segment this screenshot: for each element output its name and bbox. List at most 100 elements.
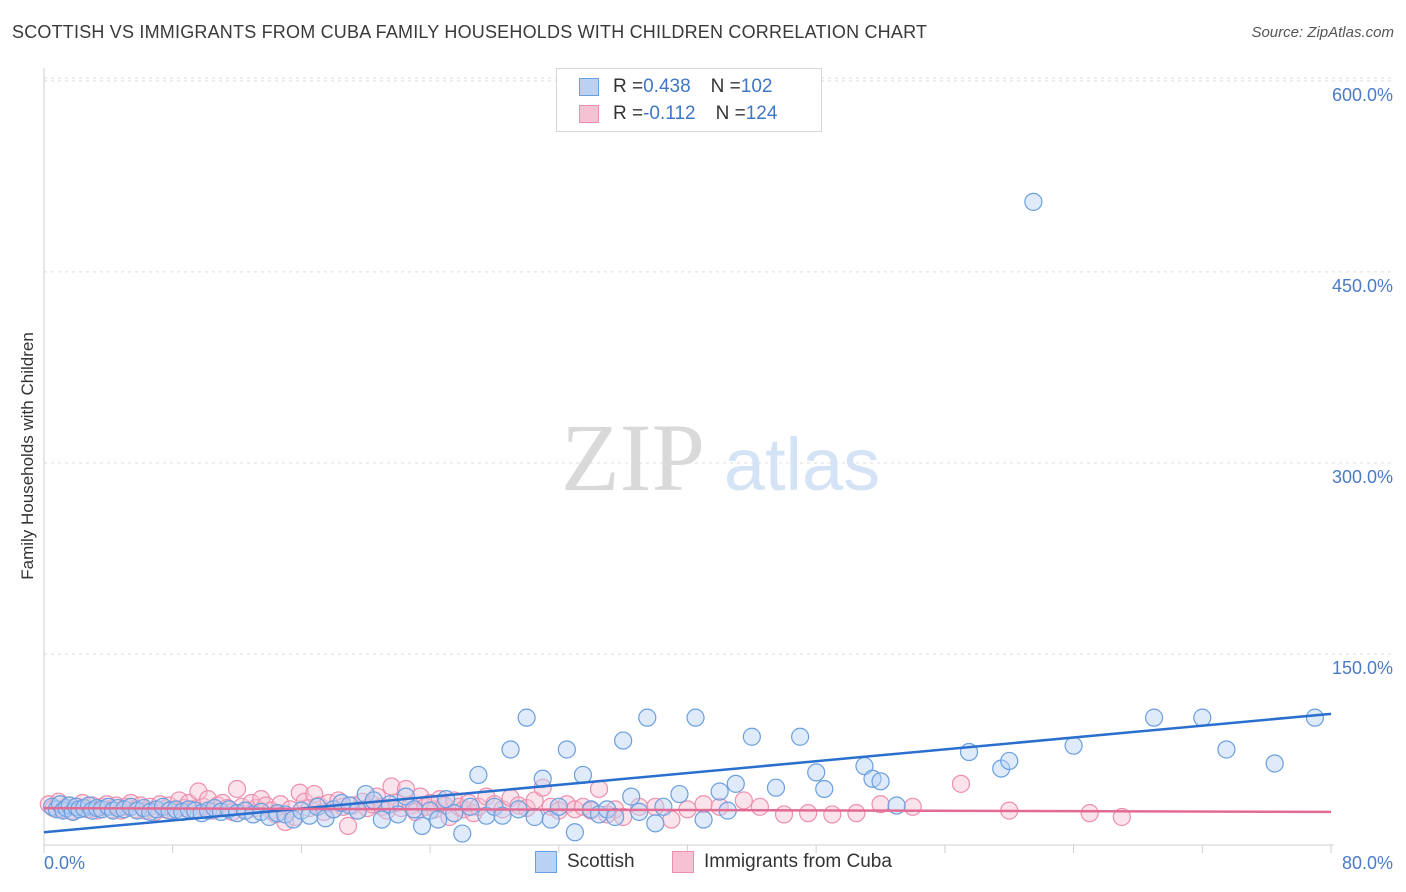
data-point-scottish (1305, 708, 1325, 727)
data-point-scottish (1265, 754, 1284, 773)
gridlines (44, 77, 1394, 655)
data-point-cuba (382, 777, 401, 796)
legend-swatch-scottish (579, 78, 599, 96)
axes (43, 68, 1334, 846)
data-point-scottish (1217, 740, 1236, 759)
data-point-cuba (734, 791, 753, 810)
x-ticks (43, 845, 1332, 853)
x-tick-labels: 0.0% 80.0% (44, 853, 1393, 873)
series-legend-swatch-scottish (535, 851, 557, 873)
data-point-scottish (871, 772, 890, 791)
data-point-cuba (903, 797, 922, 816)
legend-n-value-cuba: 124 (745, 103, 778, 124)
data-point-cuba (774, 805, 794, 824)
data-point-cuba (589, 779, 609, 799)
data-point-scottish (1144, 708, 1164, 727)
data-point-scottish (614, 731, 633, 750)
chart-source: Source: ZipAtlas.com (1251, 24, 1394, 41)
series-legend-label-scottish: Scottish (567, 851, 635, 872)
data-point-scottish (565, 823, 584, 842)
data-point-cuba (396, 779, 416, 799)
data-point-cuba (290, 783, 309, 802)
data-point-scottish (638, 708, 657, 727)
data-point-scottish (445, 804, 464, 823)
data-point-scottish (461, 797, 480, 816)
series-legend-label-cuba: Immigrants from Cuba (704, 851, 892, 872)
chart-title: SCOTTISH VS IMMIGRANTS FROM CUBA FAMILY … (12, 22, 928, 42)
series-legend-swatch-cuba (672, 851, 694, 873)
series-legend: Scottish Immigrants from Cuba (0, 851, 1406, 877)
data-point-scottish (694, 810, 713, 829)
y-tick-label: 150.0% (1332, 658, 1393, 678)
legend-r-label: R = (613, 76, 644, 97)
trend-line-cuba (43, 806, 1332, 814)
data-point-scottish (549, 797, 568, 816)
x-tick-label-max: 80.0% (1342, 853, 1393, 873)
data-point-scottish (791, 727, 810, 746)
data-point-cuba (750, 797, 769, 816)
data-point-cuba (823, 805, 842, 824)
data-point-scottish (606, 807, 625, 827)
data-point-scottish (372, 810, 391, 829)
legend-n-value-scottish: 102 (740, 76, 773, 97)
trend-lines (43, 712, 1332, 834)
data-point-scottish (1024, 192, 1043, 211)
watermark-atlas: atlas (724, 423, 880, 506)
legend-r-value-cuba: -0.112 (643, 103, 696, 124)
data-point-cuba (338, 816, 358, 835)
data-point-scottish (686, 708, 705, 727)
data-point-scottish (710, 782, 729, 801)
series-legend-cuba[interactable]: Immigrants from Cuba (672, 851, 892, 873)
data-point-cuba (1112, 807, 1131, 827)
data-point-scottish (807, 763, 826, 782)
data-point-scottish (654, 797, 673, 816)
data-point-cuba (951, 774, 971, 793)
data-point-scottish (429, 810, 448, 829)
data-point-scottish (622, 787, 641, 806)
data-point-cuba (227, 779, 247, 799)
legend-row-scottish: R = 0.438 N = 102 (579, 75, 772, 99)
data-point-scottish (525, 807, 544, 827)
data-point-scottish (501, 740, 520, 759)
watermark: ZIP atlas (561, 404, 880, 511)
legend-n-label: N = (710, 76, 741, 97)
watermark-zip: ZIP (561, 404, 705, 511)
data-point-scottish (557, 740, 576, 759)
trend-line-scottish (43, 712, 1332, 834)
x-tick-label-min: 0.0% (44, 853, 85, 873)
data-point-scottish (412, 816, 432, 835)
data-point-scottish (1193, 708, 1212, 727)
y-tick-label: 300.0% (1332, 467, 1393, 487)
series-scottish-points (42, 192, 1325, 843)
data-point-scottish (1000, 751, 1019, 771)
y-tick-label: 450.0% (1332, 276, 1393, 296)
data-point-cuba (799, 804, 818, 823)
series-legend-scottish[interactable]: Scottish (535, 851, 635, 873)
data-point-scottish (726, 774, 745, 793)
data-point-scottish (517, 708, 536, 727)
data-point-scottish (453, 824, 472, 843)
y-tick-labels: 150.0% 300.0% 450.0% 600.0% (1332, 85, 1393, 678)
data-point-cuba (871, 795, 890, 814)
legend-n-label: N = (715, 103, 746, 124)
data-point-cuba (1080, 804, 1099, 823)
legend-r-value-scottish: 0.438 (643, 76, 691, 97)
data-point-scottish (670, 784, 689, 804)
data-point-scottish (630, 802, 649, 821)
y-tick-label: 600.0% (1332, 85, 1393, 105)
data-point-cuba (847, 804, 866, 823)
legend-swatch-cuba (579, 105, 599, 123)
data-point-scottish (646, 814, 665, 833)
correlation-legend: R = 0.438 N = 102 R = -0.112 N = 124 (556, 68, 822, 132)
data-point-scottish (493, 806, 512, 825)
data-point-scottish (815, 779, 834, 799)
legend-row-cuba: R = -0.112 N = 124 (579, 102, 777, 126)
data-point-scottish (742, 727, 761, 746)
data-point-scottish (469, 765, 488, 785)
data-point-scottish (766, 778, 786, 797)
legend-r-label: R = (613, 103, 644, 124)
data-point-scottish (348, 801, 367, 820)
data-point-scottish (1064, 736, 1083, 755)
data-point-scottish (160, 801, 179, 820)
